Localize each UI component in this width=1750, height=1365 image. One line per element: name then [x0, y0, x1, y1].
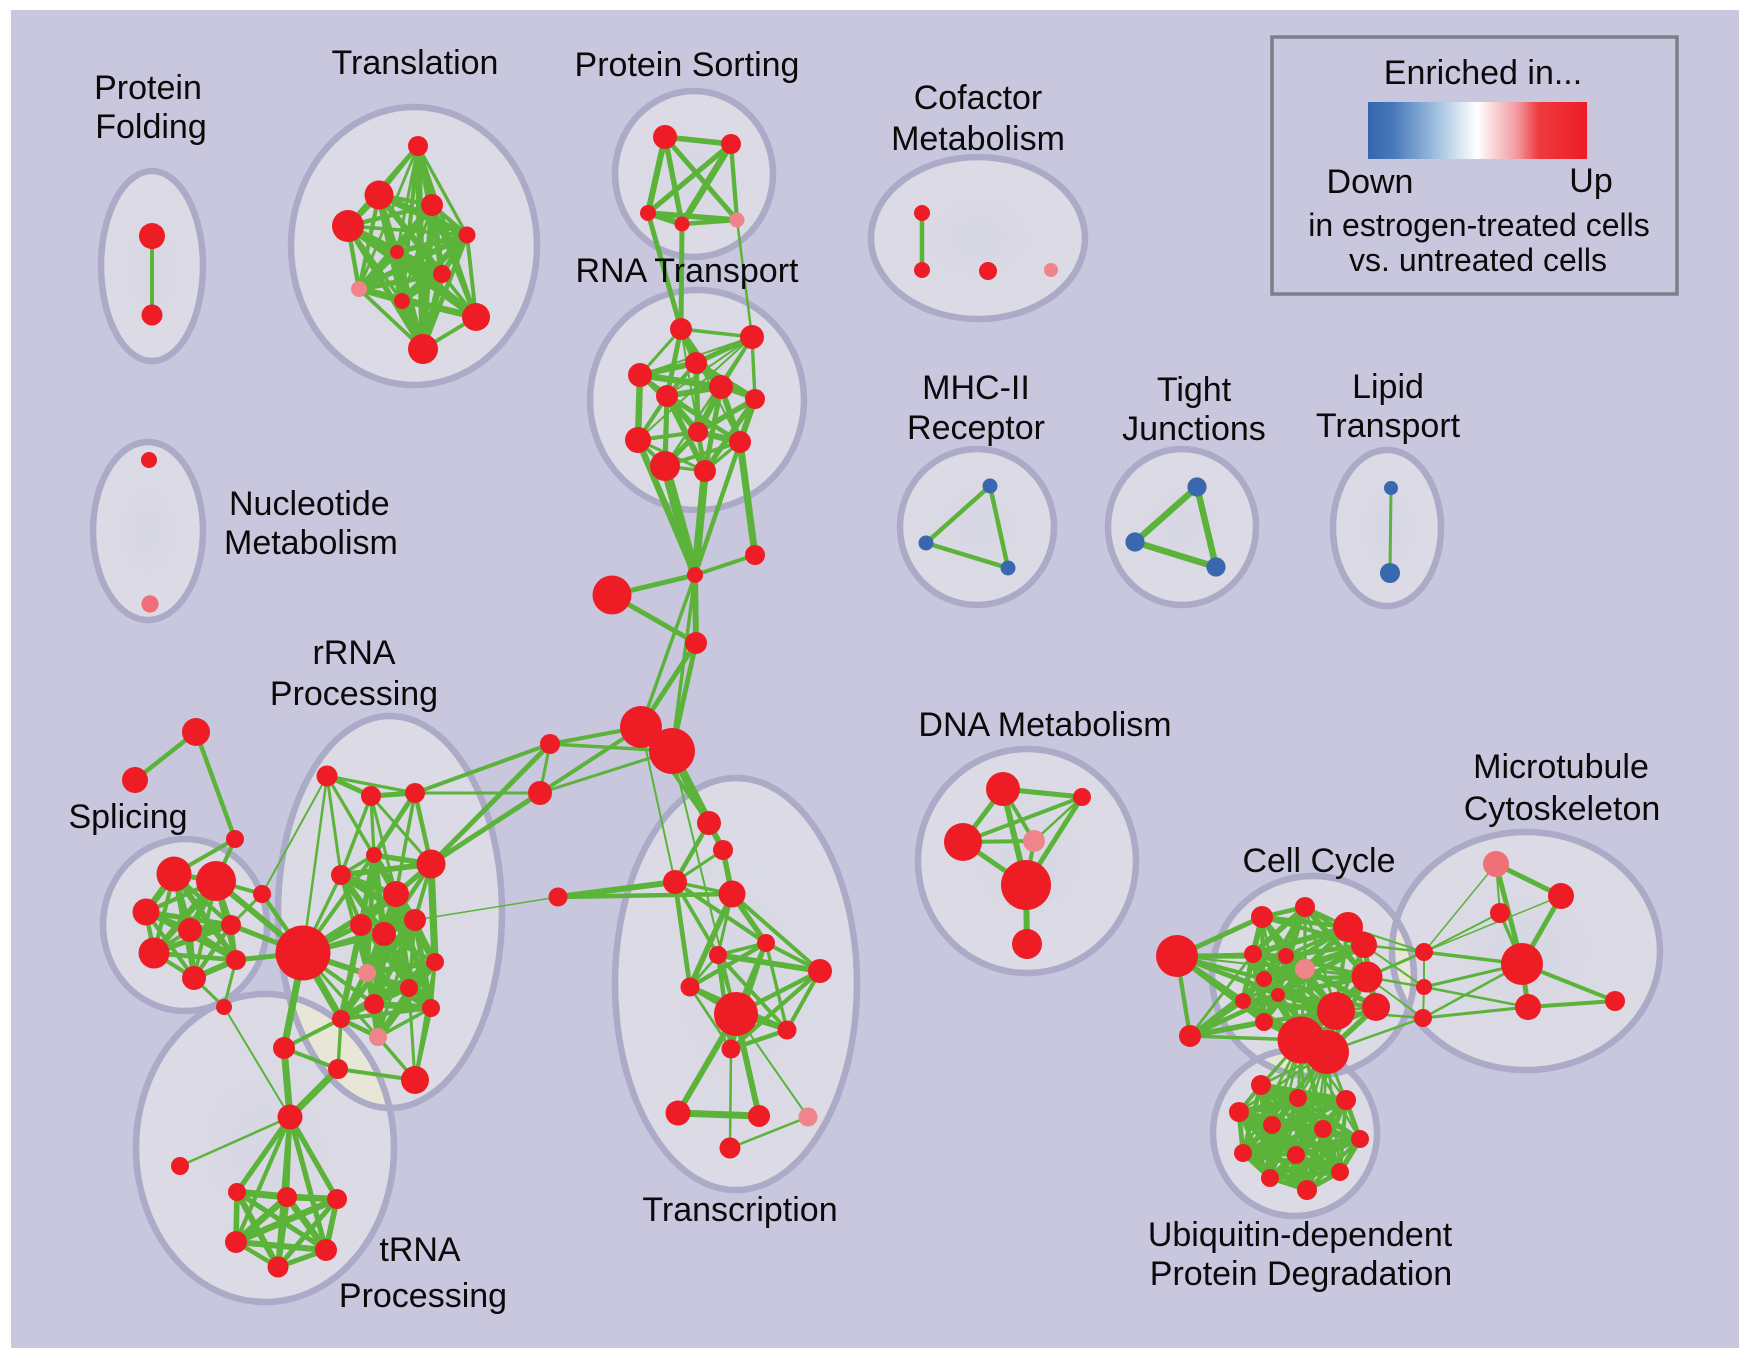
- svg-text:Metabolism: Metabolism: [891, 120, 1065, 158]
- svg-text:Receptor: Receptor: [907, 409, 1045, 447]
- svg-text:Transcription: Transcription: [642, 1191, 837, 1229]
- svg-text:Tight: Tight: [1157, 371, 1232, 409]
- svg-text:MHC-II: MHC-II: [922, 369, 1030, 407]
- svg-text:Processing: Processing: [339, 1277, 507, 1315]
- svg-text:Translation: Translation: [332, 44, 499, 82]
- svg-text:Protein Sorting: Protein Sorting: [575, 46, 800, 84]
- svg-text:in estrogen-treated cells: in estrogen-treated cells: [1308, 207, 1650, 243]
- svg-text:Enriched in...: Enriched in...: [1384, 54, 1582, 92]
- svg-text:Cofactor: Cofactor: [914, 79, 1043, 117]
- svg-text:rRNA: rRNA: [312, 634, 395, 672]
- svg-text:Nucleotide: Nucleotide: [229, 485, 390, 523]
- svg-text:Transport: Transport: [1316, 407, 1461, 445]
- svg-text:Up: Up: [1569, 162, 1612, 200]
- svg-text:DNA Metabolism: DNA Metabolism: [918, 706, 1171, 744]
- svg-text:Cell Cycle: Cell Cycle: [1242, 842, 1395, 880]
- svg-text:Down: Down: [1327, 163, 1414, 201]
- svg-text:Microtubule: Microtubule: [1473, 748, 1649, 786]
- svg-text:Junctions: Junctions: [1122, 410, 1266, 448]
- svg-text:Metabolism: Metabolism: [224, 524, 398, 562]
- svg-text:Splicing: Splicing: [68, 798, 187, 836]
- svg-text:Cytoskeleton: Cytoskeleton: [1464, 790, 1661, 828]
- svg-text:tRNA: tRNA: [379, 1231, 461, 1269]
- svg-text:Lipid: Lipid: [1352, 368, 1424, 406]
- svg-text:vs. untreated cells: vs. untreated cells: [1349, 242, 1607, 278]
- svg-text:Protein Degradation: Protein Degradation: [1150, 1255, 1452, 1293]
- svg-text:Ubiquitin-dependent: Ubiquitin-dependent: [1148, 1216, 1453, 1254]
- svg-text:Protein: Protein: [94, 69, 202, 107]
- svg-text:RNA Transport: RNA Transport: [576, 252, 800, 290]
- svg-text:Processing: Processing: [270, 675, 438, 713]
- svg-text:Folding: Folding: [95, 108, 207, 146]
